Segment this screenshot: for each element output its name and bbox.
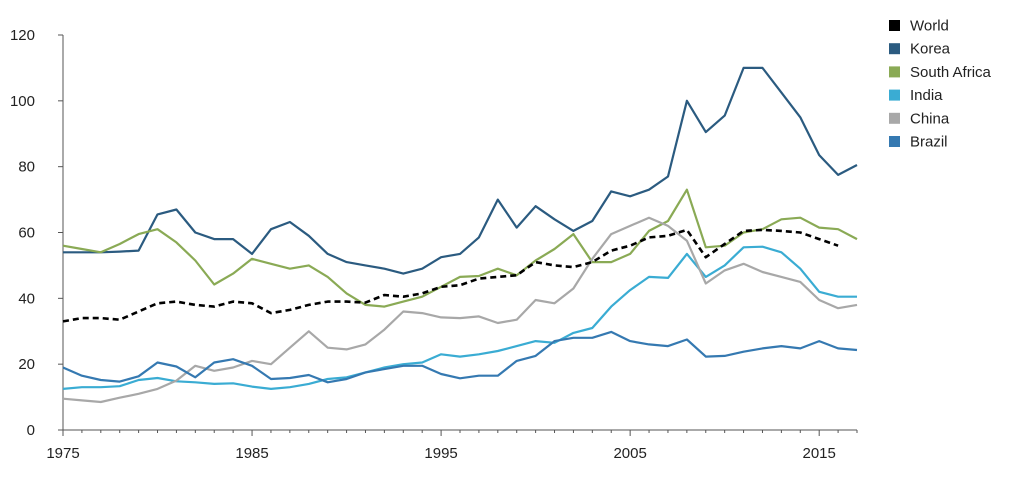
y-tick-label: 20 [18, 356, 35, 373]
series-lines [62, 66, 858, 404]
legend-label-china: China [910, 110, 950, 127]
y-tick-label: 0 [27, 422, 35, 439]
legend-label-korea: Korea [910, 41, 951, 58]
y-tick-label: 40 [18, 290, 35, 307]
series-line-world [62, 228, 839, 323]
x-tick-label: 2005 [613, 445, 646, 462]
legend-swatch-brazil [889, 136, 900, 147]
legend-swatch-india [889, 89, 900, 101]
legend: World Korea South Africa India China Brazil [889, 18, 992, 151]
y-tick-label: 100 [10, 93, 35, 110]
y-tick-label: 120 [10, 27, 35, 44]
y-tick-label: 60 [18, 225, 35, 242]
legend-label-brazil: Brazil [910, 134, 948, 151]
legend-swatch-korea [889, 43, 900, 55]
x-axis-ticks: 1975 1985 1995 2005 2015 [46, 430, 858, 462]
y-axis-ticks: 0 20 40 60 80 100 120 [10, 27, 63, 439]
legend-label-india: India [910, 87, 943, 104]
legend-swatch-world [889, 20, 900, 31]
series-line-south-africa [62, 188, 858, 308]
x-tick-label: 1985 [235, 445, 268, 462]
x-tick-label: 1975 [46, 445, 79, 462]
series-line-india [62, 245, 857, 390]
series-line-korea [63, 66, 858, 275]
y-tick-label: 80 [18, 159, 35, 176]
series-line-brazil [62, 330, 858, 384]
legend-label-south-africa: South Africa [910, 64, 992, 81]
x-tick-label: 1995 [424, 445, 457, 462]
axes: 0 20 40 60 80 100 120 1975 1985 1995 2005 2015 [10, 27, 858, 462]
x-tick-label: 2015 [803, 445, 836, 462]
series-line-china [62, 216, 858, 404]
legend-label-world: World [910, 18, 949, 35]
legend-swatch-south-africa [889, 66, 900, 78]
legend-swatch-china [889, 112, 900, 124]
